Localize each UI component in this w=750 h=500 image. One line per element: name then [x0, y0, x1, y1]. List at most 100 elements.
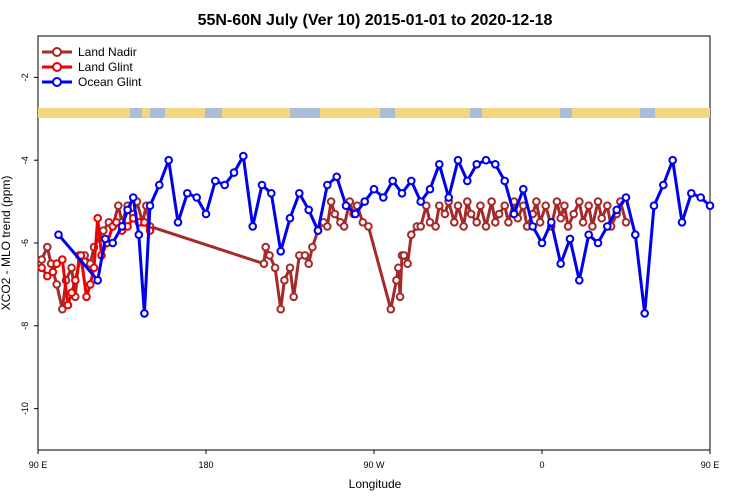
data-point: [239, 151, 248, 161]
data-point: [71, 276, 80, 285]
data-point: [435, 160, 444, 169]
data-point: [304, 259, 314, 269]
data-point: [93, 213, 102, 223]
legend-label: Land Nadir: [78, 45, 137, 59]
data-point: [267, 189, 276, 198]
data-point: [99, 226, 108, 235]
y-axis-label: XCO2 - MLO trend (ppm): [0, 176, 13, 311]
data-point: [183, 189, 192, 198]
data-point: [487, 197, 496, 206]
data-point: [504, 218, 513, 227]
data-point: [276, 304, 286, 314]
data-point: [300, 251, 310, 260]
data-point: [89, 263, 99, 273]
data-point: [532, 197, 541, 206]
data-point: [285, 263, 295, 273]
data-point: [276, 247, 286, 256]
data-point: [677, 218, 687, 227]
data-point: [295, 189, 304, 198]
data-point: [211, 176, 220, 186]
data-point: [82, 292, 91, 302]
data-point: [556, 213, 566, 223]
data-point: [603, 201, 612, 210]
data-point: [248, 222, 257, 231]
legend-label: Ocean Glint: [78, 75, 142, 89]
data-point: [593, 197, 603, 206]
data-point: [140, 309, 149, 318]
x-tick-label: 180: [198, 460, 213, 470]
data-point: [659, 180, 668, 190]
data-point: [397, 189, 407, 198]
data-point: [112, 218, 121, 227]
data-point: [67, 288, 76, 298]
data-point: [54, 230, 63, 239]
data-point: [509, 209, 519, 219]
data-point: [114, 201, 123, 210]
data-point: [229, 168, 239, 177]
y-tick-label: -6: [20, 239, 30, 247]
data-point: [145, 201, 155, 210]
map-land-segment: [142, 108, 150, 118]
data-point: [481, 222, 491, 231]
data-point: [330, 209, 340, 219]
data-point: [63, 300, 73, 310]
data-point: [140, 218, 149, 227]
data-point: [93, 276, 102, 285]
data-point: [117, 222, 127, 231]
data-point: [48, 267, 58, 277]
data-point: [259, 259, 269, 269]
data-point: [535, 218, 545, 227]
data-point: [351, 209, 360, 219]
data-point: [155, 180, 164, 190]
data-point: [569, 209, 579, 219]
map-land-segment: [655, 108, 710, 118]
data-point: [270, 263, 280, 273]
data-point: [285, 213, 295, 223]
data-point: [560, 201, 569, 210]
data-point: [257, 180, 267, 190]
data-point: [192, 193, 201, 202]
data-point: [416, 222, 426, 231]
data-point: [481, 155, 491, 165]
data-point: [563, 222, 573, 231]
data-point: [494, 209, 504, 219]
data-point: [261, 242, 271, 252]
data-point: [323, 222, 332, 231]
y-tick-label: -10: [20, 402, 30, 415]
data-point: [603, 222, 612, 231]
data-point: [201, 209, 211, 219]
chart-title: 55N-60N July (Ver 10) 2015-01-01 to 2020…: [198, 12, 553, 29]
data-point: [425, 184, 435, 194]
data-point: [466, 209, 476, 219]
data-point: [280, 276, 289, 285]
data-point: [323, 180, 332, 190]
data-point: [588, 222, 597, 231]
legend-swatch-marker: [52, 77, 62, 87]
legend-swatch-marker: [52, 62, 62, 72]
x-tick-label: 0: [539, 460, 544, 470]
series-ocean-glint: [54, 151, 715, 318]
data-point: [86, 280, 95, 289]
data-point: [58, 304, 67, 314]
data-point: [425, 218, 435, 227]
data-point: [453, 155, 463, 165]
data-point: [332, 172, 342, 182]
data-point: [379, 193, 388, 202]
data-point: [37, 263, 47, 273]
data-point: [668, 155, 678, 165]
data-point: [326, 197, 336, 206]
data-point: [519, 184, 528, 194]
data-point: [128, 193, 138, 202]
data-point: [416, 197, 426, 206]
data-point: [537, 238, 547, 248]
data-point: [547, 218, 556, 227]
data-point: [431, 222, 440, 231]
data-point: [528, 222, 538, 231]
data-point: [476, 201, 485, 210]
series-layer: [37, 151, 715, 318]
y-tick-label: -4: [20, 156, 30, 164]
data-point: [134, 230, 144, 239]
data-point: [621, 218, 631, 227]
data-point: [491, 160, 500, 169]
